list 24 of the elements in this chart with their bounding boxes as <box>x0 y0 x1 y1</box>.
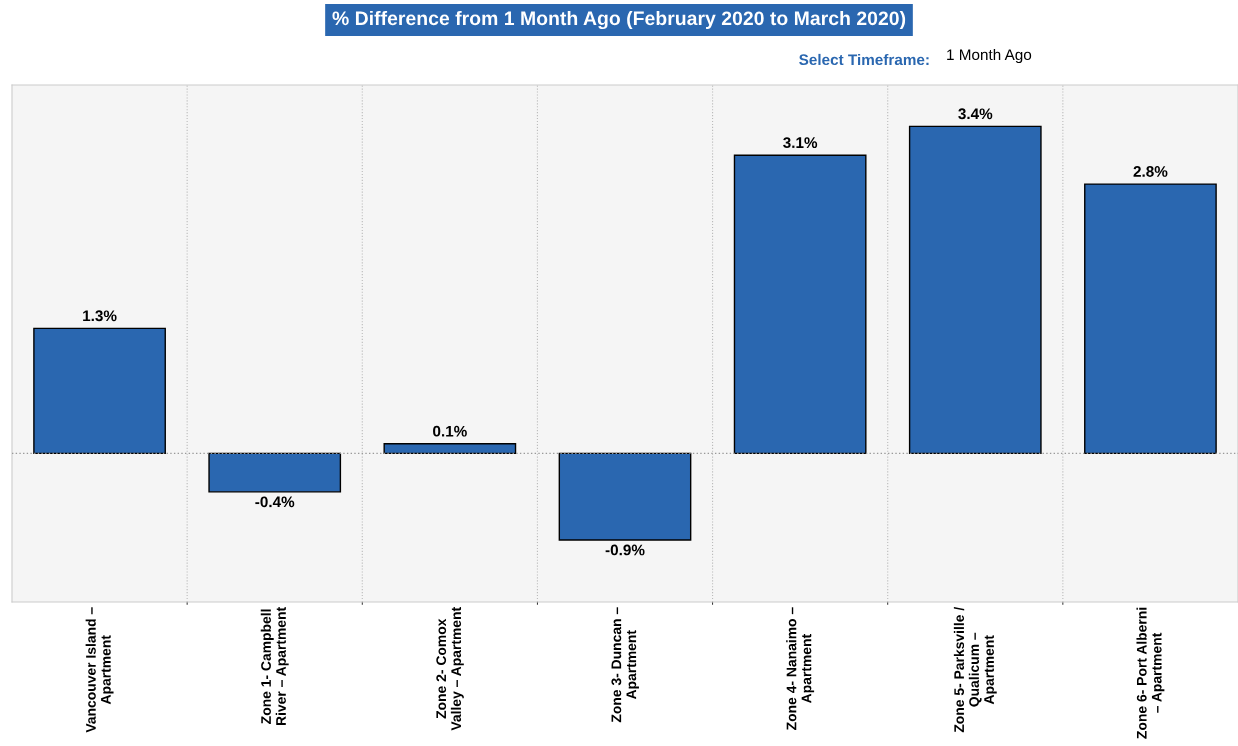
bar <box>733 154 867 455</box>
data-label: 3.1% <box>783 137 818 149</box>
bar <box>383 443 517 455</box>
x-tick-label: Zone 5- Parksville / Qualicum – Apartment <box>953 606 997 733</box>
data-label: 3.4% <box>958 108 993 120</box>
data-label: 2.8% <box>1133 166 1168 177</box>
chart-title: % Difference from 1 Month Ago (February 2020 to March 2020) <box>332 10 906 30</box>
text: Select Timeframe: <box>799 53 929 66</box>
bar <box>33 327 166 455</box>
x-tick-label: Zone 6- Port Alberni – Apartment <box>1136 607 1165 739</box>
x-tick-label: Zone 4- Nanaimo – Apartment <box>786 607 815 730</box>
bar <box>1084 183 1217 455</box>
x-tick-label: Zone 1- Campbell River – Apartment <box>260 607 289 726</box>
x-tick-label: Zone 2- Comox Valley – Apartment <box>436 607 464 731</box>
bar <box>558 452 692 541</box>
data-label: 0.1% <box>433 425 467 437</box>
data-label: -0.9% <box>605 544 645 556</box>
text: 1 Month Ago <box>947 48 1032 64</box>
x-tick-label: Vancouver Island – Apartment <box>85 607 114 733</box>
bar <box>908 125 1042 455</box>
bar <box>208 452 342 493</box>
data-label: 1.3% <box>83 310 117 322</box>
data-label: -0.4% <box>255 496 295 508</box>
x-tick-label: Zone 3- Duncan – Apartment <box>611 607 639 723</box>
